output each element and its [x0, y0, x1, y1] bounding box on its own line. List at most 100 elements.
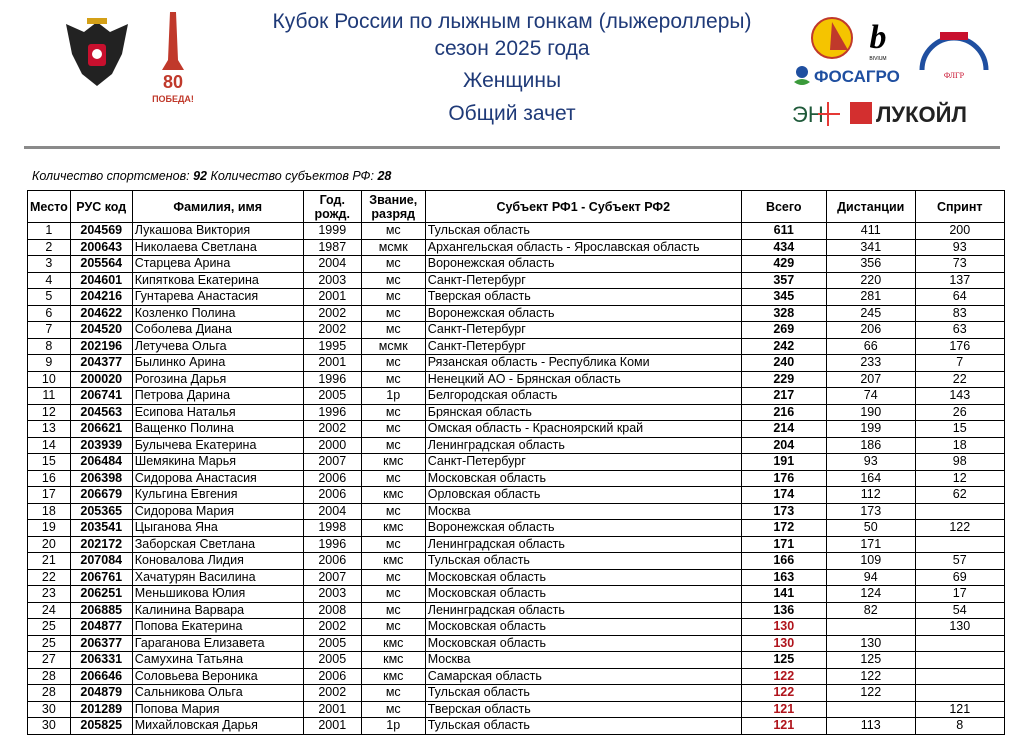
cell-rus-code: 206679: [69, 486, 133, 504]
cell-rus-code: 205365: [69, 502, 133, 520]
cell-place: 25: [27, 618, 71, 636]
cell-rank: мс: [360, 403, 426, 421]
cell-sprint: 57: [914, 552, 1005, 570]
category-title: Женщины: [462, 69, 562, 92]
cell-place: 30: [27, 717, 71, 735]
cell-name: Цыганова Яна: [131, 519, 304, 537]
cell-birth-year: 1996: [302, 535, 362, 553]
svg-text:b: b: [870, 19, 887, 56]
cell-name: Рогозина Дарья: [131, 370, 304, 388]
cell-region: Тульская область: [424, 552, 742, 570]
cell-distance: 82: [825, 601, 916, 619]
cell-sprint: 73: [914, 255, 1005, 273]
cell-region: Санкт-Петербург: [424, 337, 742, 355]
cell-name: Булычева Екатерина: [131, 436, 304, 454]
cell-total: 214: [740, 420, 827, 438]
cell-rank: мс: [360, 700, 426, 718]
cell-total: 130: [740, 618, 827, 636]
cell-name: Михайловская Дарья: [131, 717, 304, 735]
table-row: 17 206679 Кульгина Евгения 2006 кмс Орловская…: [27, 486, 1005, 504]
cell-sprint: 12: [914, 469, 1005, 487]
cell-distance: [825, 700, 916, 718]
table-row: 18 205365 Сидорова Мария 2004 мс Москва 173 173: [27, 502, 1005, 520]
cell-rus-code: 203939: [69, 436, 133, 454]
cell-name: Самухина Татьяна: [131, 651, 304, 669]
cell-birth-year: 2002: [302, 304, 362, 322]
svg-text:80: 80: [163, 72, 183, 92]
cell-name: Сидорова Мария: [131, 502, 304, 520]
cell-region: Тверская область: [424, 288, 742, 306]
cell-birth-year: 1995: [302, 337, 362, 355]
cell-region: Воронежская область: [424, 255, 742, 273]
cell-place: 20: [27, 535, 71, 553]
cell-place: 14: [27, 436, 71, 454]
cell-rus-code: 204520: [69, 321, 133, 339]
cell-sprint: 17: [914, 585, 1005, 603]
cell-place: 27: [27, 651, 71, 669]
cell-region: Тверская область: [424, 700, 742, 718]
cell-birth-year: 1998: [302, 519, 362, 537]
cell-total: 171: [740, 535, 827, 553]
cell-total: 240: [740, 354, 827, 372]
table-row: 2 200643 Николаева Светлана 1987 мсмк Арханге…: [27, 238, 1005, 256]
cell-sprint: 64: [914, 288, 1005, 306]
cell-rank: мс: [360, 436, 426, 454]
cell-name: Хачатурян Василина: [131, 568, 304, 586]
cell-region: Воронежская область: [424, 519, 742, 537]
table-row: 25 206377 Гараганова Елизавета 2005 кмс Моско…: [27, 634, 1005, 652]
cell-total: 328: [740, 304, 827, 322]
cell-name: Козленко Полина: [131, 304, 304, 322]
cell-distance: 94: [825, 568, 916, 586]
cell-region: Московская область: [424, 469, 742, 487]
table-row: 11 206741 Петрова Дарина 2005 1р Белгородская…: [27, 387, 1005, 405]
cell-region: Московская область: [424, 634, 742, 652]
cell-sprint: 69: [914, 568, 1005, 586]
cell-birth-year: 2007: [302, 453, 362, 471]
cell-place: 23: [27, 585, 71, 603]
cell-birth-year: 2006: [302, 667, 362, 685]
cell-total: 204: [740, 436, 827, 454]
cell-total: 173: [740, 502, 827, 520]
cell-rank: мс: [360, 502, 426, 520]
cell-distance: 125: [825, 651, 916, 669]
cell-name: Летучева Ольга: [131, 337, 304, 355]
cell-rus-code: 206251: [69, 585, 133, 603]
cell-region: Воронежская область: [424, 304, 742, 322]
cell-sprint: 143: [914, 387, 1005, 405]
cell-rank: мс: [360, 535, 426, 553]
table-row: 30 205825 Михайловская Дарья 2001 1р Тульская…: [27, 717, 1005, 735]
svg-text:ФЛГР: ФЛГР: [944, 71, 965, 80]
cell-rus-code: 206741: [69, 387, 133, 405]
cell-distance: 186: [825, 436, 916, 454]
cell-place: 21: [27, 552, 71, 570]
table-row: 6 204622 Козленко Полина 2002 мс Воронежская …: [27, 304, 1005, 322]
cell-place: 25: [27, 634, 71, 652]
cell-sprint: [914, 651, 1005, 669]
table-row: 15 206484 Шемякина Марья 2007 кмс Санкт-Петер…: [27, 453, 1005, 471]
cell-place: 19: [27, 519, 71, 537]
cell-sprint: [914, 634, 1005, 652]
cell-name: Николаева Светлана: [131, 238, 304, 256]
cell-birth-year: 2003: [302, 271, 362, 289]
cell-rus-code: 204601: [69, 271, 133, 289]
cell-place: 12: [27, 403, 71, 421]
cell-distance: 113: [825, 717, 916, 735]
cell-birth-year: 2001: [302, 354, 362, 372]
cell-sprint: 83: [914, 304, 1005, 322]
cell-rank: мсмк: [360, 337, 426, 355]
table-row: 5 204216 Гунтарева Анастасия 2001 мс Тверская…: [27, 288, 1005, 306]
pobeda-80-logo: 80 ПОБЕДА!: [152, 12, 194, 104]
cell-rus-code: 203541: [69, 519, 133, 537]
cell-rank: мс: [360, 420, 426, 438]
cell-total: 125: [740, 651, 827, 669]
cell-rank: кмс: [360, 667, 426, 685]
cell-name: Былинко Арина: [131, 354, 304, 372]
cell-name: Есипова Наталья: [131, 403, 304, 421]
cell-total: 174: [740, 486, 827, 504]
cell-rank: 1р: [360, 717, 426, 735]
cell-distance: [825, 618, 916, 636]
cell-birth-year: 2001: [302, 717, 362, 735]
column-header-place: Место: [27, 190, 71, 223]
cell-region: Московская область: [424, 568, 742, 586]
cell-total: 229: [740, 370, 827, 388]
